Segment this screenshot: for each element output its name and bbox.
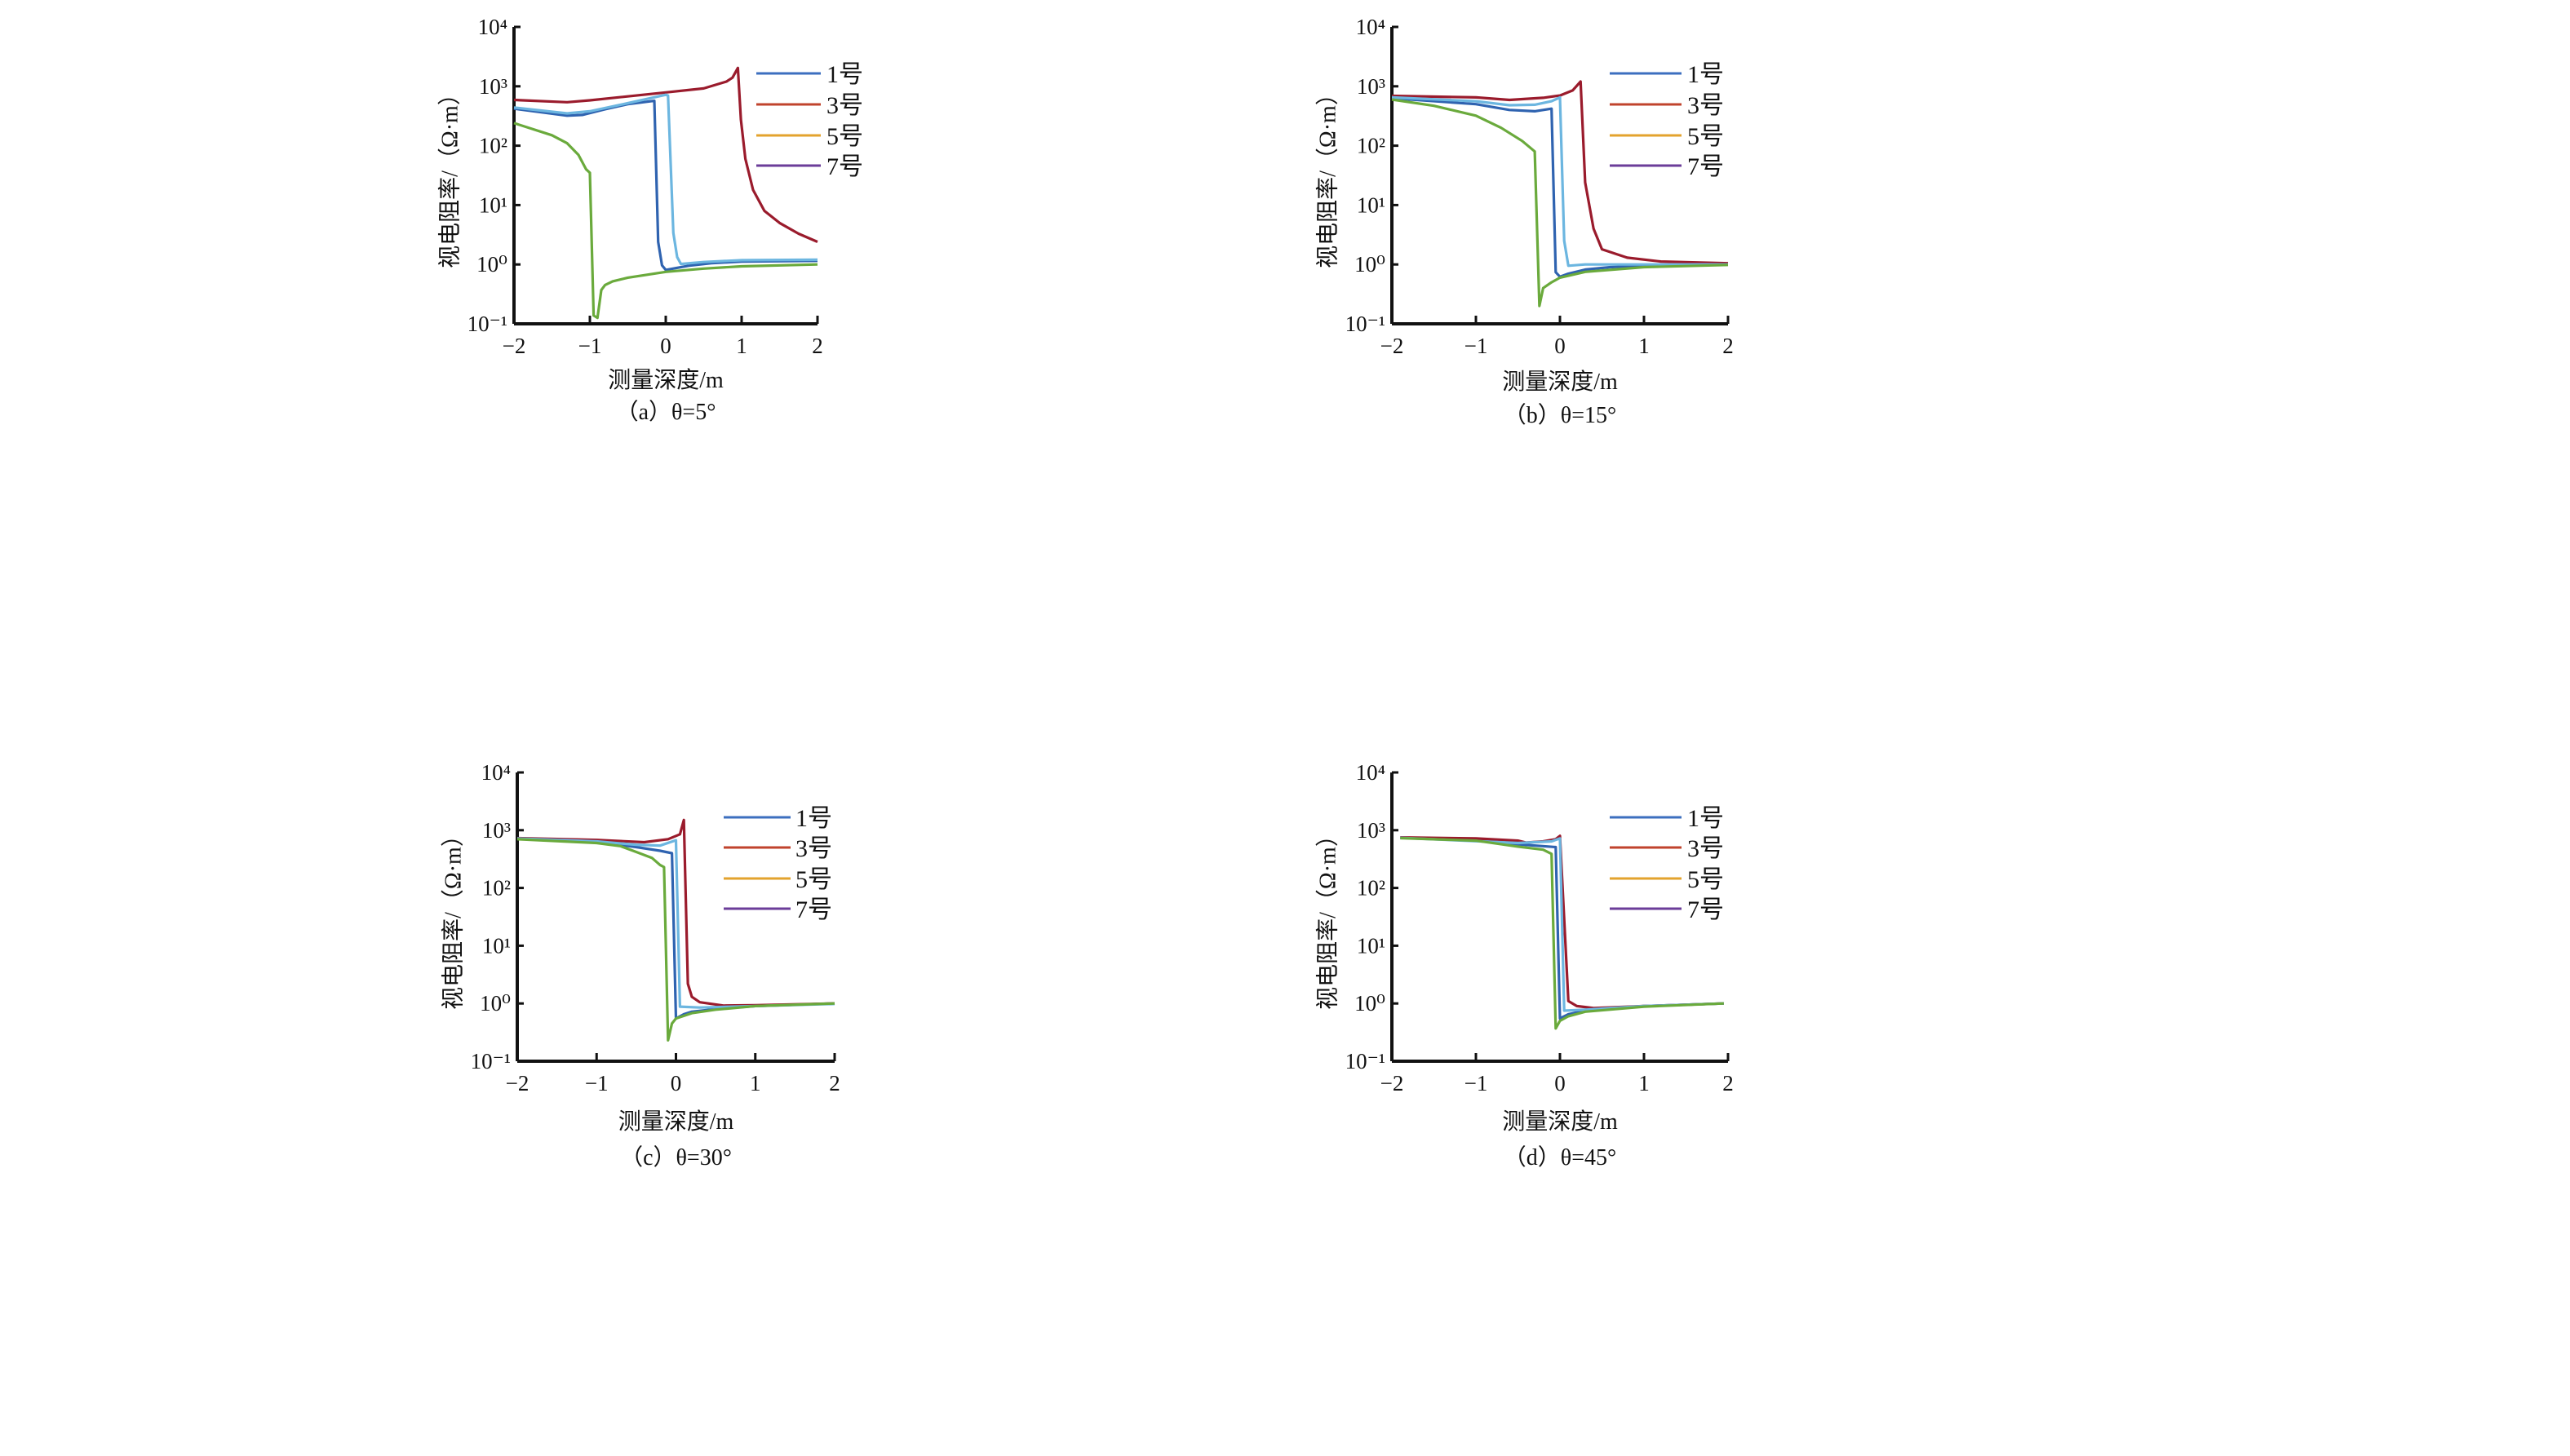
x-axis-label: 测量深度/m xyxy=(618,1109,734,1135)
x-tick-label: 1 xyxy=(736,334,747,358)
legend-label: 5号 xyxy=(1687,866,1724,893)
series-line-4 xyxy=(1391,98,1729,308)
x-tick-label: −2 xyxy=(506,1071,530,1095)
x-tick-label: 0 xyxy=(671,1071,682,1095)
y-tick-label: 10⁴ xyxy=(1356,760,1385,785)
x-axis-label: 测量深度/m xyxy=(608,367,724,393)
legend-label: 1号 xyxy=(1687,805,1724,832)
y-tick-label: 10⁰ xyxy=(1354,252,1385,277)
x-tick-label: −1 xyxy=(1464,334,1488,358)
y-tick-label: 10⁰ xyxy=(1354,991,1385,1016)
series-line-4 xyxy=(513,122,818,320)
y-tick-label: 10³ xyxy=(1357,74,1385,99)
y-axis-label: 视电阻率/（Ω·m） xyxy=(437,82,463,268)
series-line-2 xyxy=(513,66,818,243)
panel-caption: （a）θ=5° xyxy=(616,399,716,425)
legend-label: 5号 xyxy=(795,866,832,893)
y-tick-label: 10⁴ xyxy=(478,15,507,39)
y-tick-label: 10⁰ xyxy=(480,991,511,1016)
chart-panel-c: 10⁻¹ 10⁰ 10¹ 10² 10³ 10⁴ −2 −1 0 1 2 1号 3号 5号 7号 视电阻率/（… xyxy=(441,760,840,1171)
series-line-4 xyxy=(516,838,835,1042)
y-tick-label: 10⁻¹ xyxy=(467,312,507,336)
y-tick-label: 10⁴ xyxy=(481,760,511,785)
y-tick-label: 10² xyxy=(1357,134,1385,158)
x-tick-label: 2 xyxy=(829,1071,840,1095)
y-tick-label: 10² xyxy=(479,134,507,158)
legend-label: 7号 xyxy=(1687,896,1724,923)
x-tick-label: −2 xyxy=(1380,334,1404,358)
legend-label: 7号 xyxy=(795,896,832,923)
y-tick-label: 10¹ xyxy=(482,933,511,958)
chart-panel-b: 10⁻¹ 10⁰ 10¹ 10² 10³ 10⁴ −2 −1 0 1 2 1号 3号 5号 7号 视电阻率/（… xyxy=(1315,15,1734,428)
panel-caption: （b）θ=15° xyxy=(1504,402,1616,428)
x-tick-label: 1 xyxy=(750,1071,761,1095)
x-tick-label: 0 xyxy=(660,334,671,358)
x-tick-label: 1 xyxy=(1638,334,1650,358)
chart-panel-a: 10⁻¹ 10⁰ 10¹ 10² 10³ 10⁴ −2 −1 0 1 2 1号 3号 5号 7号 视电阻率/（… xyxy=(437,15,864,425)
legend-label: 7号 xyxy=(826,153,863,180)
x-axis-label: 测量深度/m xyxy=(1502,1109,1618,1135)
x-axis-label: 测量深度/m xyxy=(1502,369,1618,395)
x-tick-label: −1 xyxy=(1464,1071,1488,1095)
chart-panel-d: 10⁻¹ 10⁰ 10¹ 10² 10³ 10⁴ −2 −1 0 1 2 1号 3号 5号 7号 视电阻率/（… xyxy=(1315,760,1734,1171)
y-tick-label: 10³ xyxy=(482,818,511,843)
series-line-1 xyxy=(1391,96,1729,278)
series-line-2 xyxy=(1391,80,1729,265)
legend-label: 3号 xyxy=(1687,835,1724,862)
y-axis-label: 视电阻率/（Ω·m） xyxy=(441,824,467,1010)
legend-label: 5号 xyxy=(1687,123,1724,150)
legend-label: 7号 xyxy=(1687,153,1724,180)
y-tick-label: 10⁰ xyxy=(476,252,507,277)
legend-label: 1号 xyxy=(1687,61,1724,88)
y-tick-label: 10³ xyxy=(1357,818,1385,843)
x-tick-label: 2 xyxy=(1722,334,1734,358)
legend-label: 1号 xyxy=(826,61,863,88)
series-line-3 xyxy=(1391,95,1728,268)
legend-label: 3号 xyxy=(1687,92,1724,119)
legend-label: 3号 xyxy=(826,92,863,119)
y-tick-label: 10⁻¹ xyxy=(1345,312,1385,336)
y-tick-label: 10¹ xyxy=(1357,933,1385,958)
legend-label: 3号 xyxy=(795,835,832,862)
y-axis-label: 视电阻率/（Ω·m） xyxy=(1315,824,1341,1010)
y-tick-label: 10⁴ xyxy=(1356,15,1385,39)
x-tick-label: −2 xyxy=(503,334,526,358)
y-axis-label: 视电阻率/（Ω·m） xyxy=(1315,82,1341,268)
series-line-3 xyxy=(513,93,818,266)
y-tick-label: 10¹ xyxy=(1357,193,1385,217)
y-tick-label: 10² xyxy=(1357,876,1385,901)
legend-label: 1号 xyxy=(795,805,832,832)
x-tick-label: −1 xyxy=(578,334,602,358)
y-tick-label: 10² xyxy=(482,876,511,901)
x-tick-label: 2 xyxy=(812,334,823,358)
y-tick-label: 10⁻¹ xyxy=(1345,1049,1385,1073)
x-tick-label: 0 xyxy=(1554,334,1566,358)
x-tick-label: 2 xyxy=(1722,1071,1734,1095)
x-tick-label: 1 xyxy=(1638,1071,1650,1095)
series-line-4 xyxy=(1400,836,1724,1030)
y-tick-label: 10⁻¹ xyxy=(471,1049,511,1073)
y-tick-label: 10¹ xyxy=(479,193,507,217)
legend-label: 5号 xyxy=(826,123,863,150)
series-line-1 xyxy=(513,99,818,272)
panel-caption: （c）θ=30° xyxy=(620,1144,732,1171)
y-tick-label: 10³ xyxy=(479,74,507,99)
panel-caption: （d）θ=45° xyxy=(1504,1144,1616,1171)
x-tick-label: −1 xyxy=(585,1071,609,1095)
x-tick-label: −2 xyxy=(1380,1071,1404,1095)
x-tick-label: 0 xyxy=(1554,1071,1566,1095)
